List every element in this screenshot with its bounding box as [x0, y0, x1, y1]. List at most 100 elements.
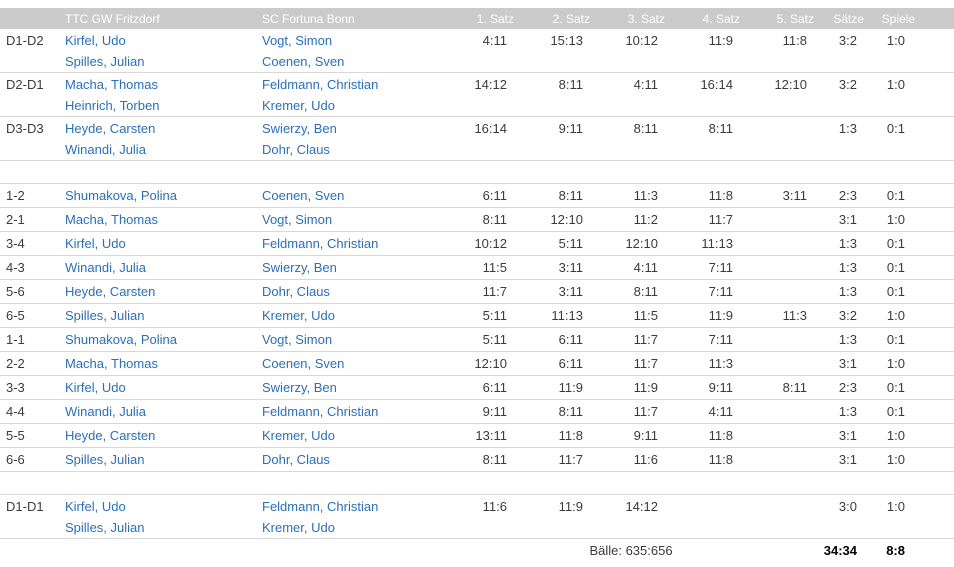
home-players: Heyde, Carsten [60, 279, 257, 304]
match-row-2-2: 2-2 Macha, Thomas Coenen, Sven 12:10 6:11 11:… [0, 351, 954, 376]
home-players: Kirfel, Udo Spilles, Julian [60, 494, 257, 539]
player-link[interactable]: Spilles, Julian [65, 308, 145, 323]
player-link[interactable]: Winandi, Julia [65, 404, 146, 419]
games-result: 0:1 [867, 231, 918, 256]
away-players: Feldmann, Christian [257, 231, 445, 256]
col-header-pad [918, 8, 954, 29]
player-link[interactable]: Heyde, Carsten [65, 428, 156, 443]
player-link[interactable]: Winandi, Julia [65, 260, 146, 275]
set-5-score [743, 279, 817, 304]
player-link[interactable]: Heyde, Carsten [65, 121, 156, 136]
player-link[interactable]: Macha, Thomas [65, 212, 158, 227]
sets-result: 1:3 [817, 279, 867, 304]
player-link[interactable]: Heinrich, Torben [65, 98, 160, 113]
col-header-home-team: TTC GW Fritzdorf [60, 8, 257, 29]
player-link[interactable]: Vogt, Simon [262, 33, 333, 48]
player-link[interactable]: Spilles, Julian [65, 452, 145, 467]
set-2-score: 8:11 [517, 399, 593, 424]
table-footer-row: Bälle: 635:656 34:34 8:8 [0, 539, 954, 563]
col-header-set-5: 5. Satz [743, 8, 817, 29]
set-3-score: 12:10 [593, 231, 668, 256]
player-link[interactable]: Dohr, Claus [262, 452, 330, 467]
set-2-score: 9:11 [517, 116, 593, 161]
player-link[interactable]: Dohr, Claus [262, 142, 330, 157]
set-5-score [743, 327, 817, 352]
match-code: 4-3 [0, 255, 60, 280]
player-link[interactable]: Shumakova, Polina [65, 332, 178, 347]
away-players: Kremer, Udo [257, 303, 445, 328]
player-link[interactable]: Coenen, Sven [262, 356, 345, 371]
match-code: 1-1 [0, 327, 60, 352]
player-link[interactable]: Kirfel, Udo [65, 33, 126, 48]
match-row-D2-D1: D2-D1 Macha, Thomas Heinrich, Torben Feldma… [0, 72, 954, 117]
player-link[interactable]: Coenen, Sven [262, 188, 345, 203]
player-link[interactable]: Coenen, Sven [262, 54, 345, 69]
set-1-score: 10:12 [445, 231, 517, 256]
player-link[interactable]: Macha, Thomas [65, 77, 158, 92]
player-link[interactable]: Vogt, Simon [262, 332, 333, 347]
set-4-score: 11:9 [668, 29, 743, 73]
match-row-5-5: 5-5 Heyde, Carsten Kremer, Udo 13:11 11:8 9:1… [0, 423, 954, 448]
player-link[interactable]: Kremer, Udo [262, 428, 335, 443]
player-link[interactable]: Spilles, Julian [65, 54, 145, 69]
row-end-pad [918, 447, 954, 472]
player-link[interactable]: Kremer, Udo [262, 308, 335, 323]
set-4-score: 11:13 [668, 231, 743, 256]
player-link[interactable]: Swierzy, Ben [262, 380, 337, 395]
set-3-score: 11:2 [593, 207, 668, 232]
col-header-spiele: Spiele [867, 8, 918, 29]
set-5-score: 11:8 [743, 29, 817, 73]
away-players: Dohr, Claus [257, 447, 445, 472]
set-5-score [743, 494, 817, 539]
set-2-score: 8:11 [517, 72, 593, 117]
match-code: 5-5 [0, 423, 60, 448]
player-link[interactable]: Shumakova, Polina [65, 188, 178, 203]
home-players: Spilles, Julian [60, 303, 257, 328]
home-players: Heyde, Carsten Winandi, Julia [60, 116, 257, 161]
player-link[interactable]: Macha, Thomas [65, 356, 158, 371]
player-link[interactable]: Swierzy, Ben [262, 121, 337, 136]
player-link[interactable]: Vogt, Simon [262, 212, 333, 227]
player-link[interactable]: Winandi, Julia [65, 142, 146, 157]
set-1-score: 11:7 [445, 279, 517, 304]
player-link[interactable]: Feldmann, Christian [262, 77, 379, 92]
set-1-score: 9:11 [445, 399, 517, 424]
sets-result: 2:3 [817, 183, 867, 208]
player-link[interactable]: Kremer, Udo [262, 98, 335, 113]
away-players: Feldmann, Christian [257, 399, 445, 424]
player-link[interactable]: Spilles, Julian [65, 520, 145, 535]
set-4-score: 11:9 [668, 303, 743, 328]
player-link[interactable]: Kirfel, Udo [65, 380, 126, 395]
away-players: Swierzy, Ben [257, 255, 445, 280]
match-row-4-3: 4-3 Winandi, Julia Swierzy, Ben 11:5 3:11 4:1… [0, 255, 954, 280]
set-3-score: 11:7 [593, 351, 668, 376]
player-link[interactable]: Feldmann, Christian [262, 404, 379, 419]
player-link[interactable]: Heyde, Carsten [65, 284, 156, 299]
sets-result: 3:1 [817, 447, 867, 472]
set-2-score: 11:13 [517, 303, 593, 328]
set-1-score: 6:11 [445, 183, 517, 208]
player-link[interactable]: Feldmann, Christian [262, 236, 379, 251]
row-end-pad [918, 423, 954, 448]
set-4-score: 11:3 [668, 351, 743, 376]
set-2-score: 12:10 [517, 207, 593, 232]
player-link[interactable]: Swierzy, Ben [262, 260, 337, 275]
player-link[interactable]: Kremer, Udo [262, 520, 335, 535]
set-5-score [743, 231, 817, 256]
set-1-score: 4:11 [445, 29, 517, 73]
match-row-3-3: 3-3 Kirfel, Udo Swierzy, Ben 6:11 11:9 11:9 9:… [0, 375, 954, 400]
set-4-score: 7:11 [668, 327, 743, 352]
set-1-score: 6:11 [445, 375, 517, 400]
player-link[interactable]: Feldmann, Christian [262, 499, 379, 514]
set-5-score [743, 207, 817, 232]
row-end-pad [918, 351, 954, 376]
set-2-score: 11:8 [517, 423, 593, 448]
player-link[interactable]: Kirfel, Udo [65, 499, 126, 514]
player-link[interactable]: Dohr, Claus [262, 284, 330, 299]
row-end-pad [918, 255, 954, 280]
set-4-score: 11:8 [668, 183, 743, 208]
set-3-score: 8:11 [593, 116, 668, 161]
match-row-2-1: 2-1 Macha, Thomas Vogt, Simon 8:11 12:10 11:2… [0, 207, 954, 232]
set-4-score: 11:8 [668, 423, 743, 448]
player-link[interactable]: Kirfel, Udo [65, 236, 126, 251]
